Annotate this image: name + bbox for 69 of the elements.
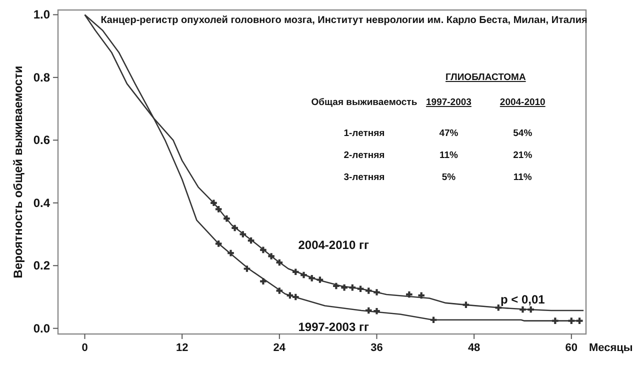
point bbox=[260, 246, 266, 254]
point bbox=[520, 306, 526, 313]
point bbox=[528, 306, 534, 313]
y-tick-label: 0.0 bbox=[33, 321, 50, 336]
point bbox=[418, 292, 424, 299]
point bbox=[276, 288, 283, 294]
point bbox=[568, 318, 575, 324]
point bbox=[374, 308, 380, 314]
y-axis-title: Вероятность общей выживаемости bbox=[11, 66, 25, 278]
point bbox=[244, 266, 250, 272]
y-tick-label: 0.4 bbox=[33, 196, 50, 210]
annotation: 1-летняя bbox=[344, 128, 385, 139]
annotation: 11% bbox=[439, 150, 459, 161]
point bbox=[240, 231, 246, 238]
point bbox=[462, 302, 470, 308]
point bbox=[248, 237, 254, 244]
point bbox=[232, 224, 238, 232]
x-tick-label: 24 bbox=[273, 342, 286, 354]
point bbox=[260, 278, 266, 284]
point bbox=[406, 291, 412, 298]
point bbox=[495, 304, 502, 311]
point bbox=[286, 292, 294, 299]
point bbox=[292, 268, 299, 276]
x-tick-label: 36 bbox=[370, 342, 383, 354]
point bbox=[552, 318, 558, 324]
annotation: 3-летняя bbox=[344, 172, 385, 183]
point bbox=[308, 275, 316, 282]
point bbox=[210, 200, 217, 206]
annotation: 5% bbox=[442, 172, 456, 183]
point bbox=[430, 316, 437, 324]
annotation: 21% bbox=[513, 150, 533, 161]
series-label: 2004-2010 гг bbox=[298, 238, 369, 252]
annotation: 1997-2003 bbox=[426, 97, 472, 108]
y-tick-label: 1.0 bbox=[33, 8, 50, 22]
annotation: p < 0,01 bbox=[500, 292, 546, 306]
point bbox=[215, 206, 222, 212]
text: Канцер-регистр опухолей головного мозга, Институт неврологии им. Карло Беста, Милан, Италия bbox=[100, 15, 588, 26]
point bbox=[228, 250, 234, 256]
x-tick-label: 12 bbox=[176, 342, 188, 354]
x-tick-label: 48 bbox=[468, 342, 480, 354]
point bbox=[268, 253, 274, 260]
point bbox=[349, 284, 356, 291]
annotation: 54% bbox=[513, 128, 533, 139]
annotation: Общая выживаемость bbox=[311, 97, 418, 108]
point bbox=[276, 259, 283, 266]
point bbox=[316, 276, 324, 283]
point bbox=[374, 289, 380, 296]
annotation: 11% bbox=[513, 172, 532, 183]
annotation: 47% bbox=[439, 128, 459, 139]
point bbox=[576, 318, 583, 324]
x-tick-label: 0 bbox=[82, 342, 88, 354]
point bbox=[341, 284, 348, 291]
point bbox=[333, 282, 340, 290]
series-label: 1997-2003 гг bbox=[298, 320, 369, 334]
annotation: 2-летняя bbox=[344, 150, 385, 161]
y-tick-label: 0.6 bbox=[33, 133, 50, 148]
annotation: ГЛИОБЛАСТОМА bbox=[446, 72, 526, 83]
point bbox=[292, 294, 299, 300]
point bbox=[365, 307, 372, 314]
annotation: 2004-2010 bbox=[500, 97, 546, 108]
y-tick-label: 0.8 bbox=[33, 70, 50, 84]
point bbox=[224, 215, 230, 222]
y-tick-label: 0.2 bbox=[33, 258, 50, 273]
point bbox=[215, 240, 222, 247]
x-tick-label: 60 bbox=[565, 342, 578, 354]
point bbox=[357, 286, 364, 292]
point bbox=[300, 272, 307, 278]
point bbox=[365, 288, 372, 294]
x-axis-title: Месяцы bbox=[589, 342, 633, 354]
